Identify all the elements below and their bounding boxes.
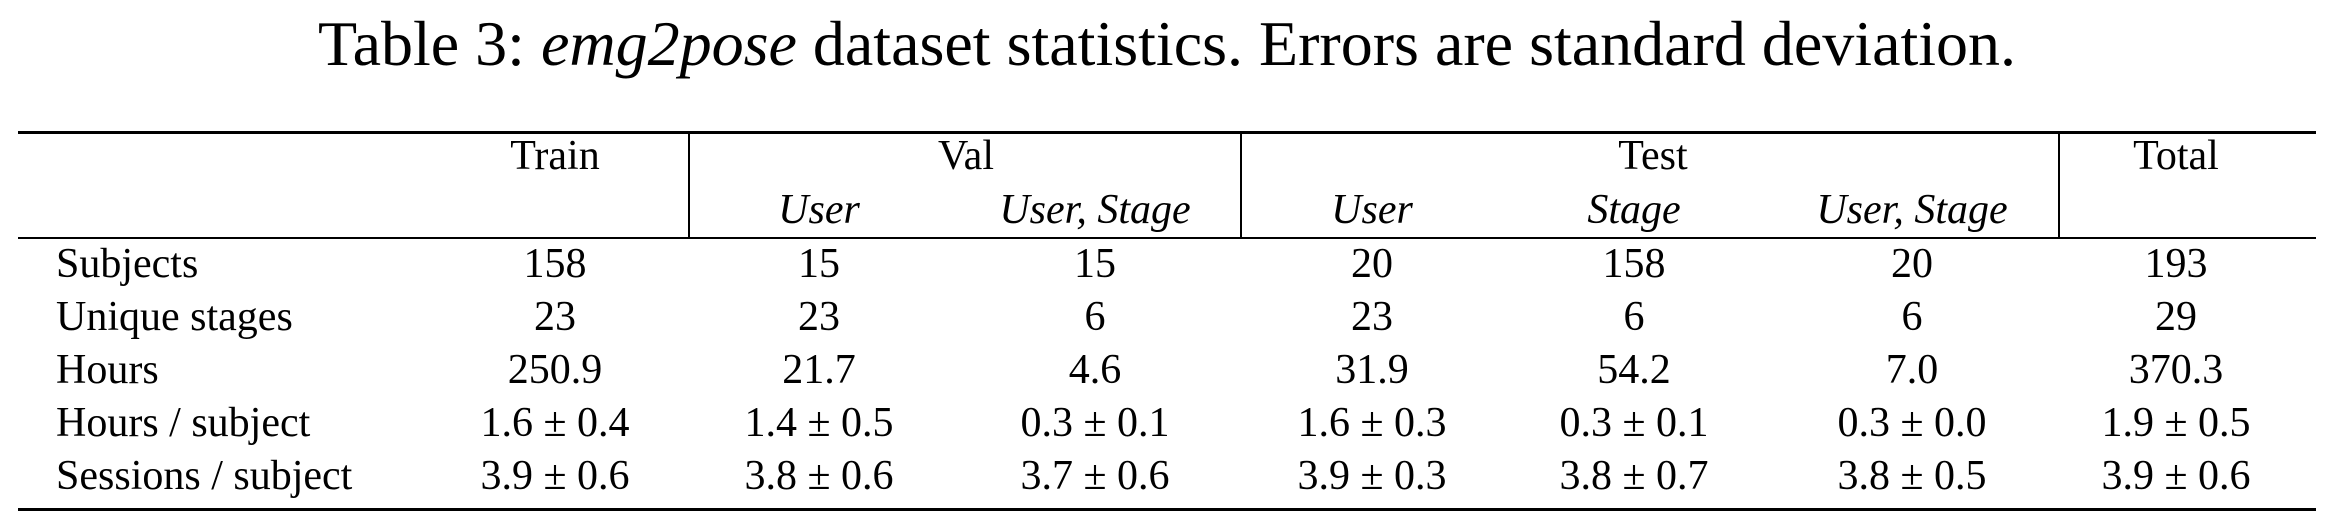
cell-hps-test-user: 1.6 ± 0.3 — [1297, 400, 1447, 446]
column-divider-train-val — [688, 131, 690, 238]
row-label-hours-per-subject: Hours / subject — [56, 400, 311, 446]
subheader-test-user-stage: User, Stage — [1816, 187, 2008, 233]
subheader-val-user-stage: User, Stage — [999, 187, 1191, 233]
header-train: Train — [510, 133, 600, 179]
cell-subjects-val-user: 15 — [798, 241, 840, 287]
header-val: Val — [938, 133, 994, 179]
cell-stages-test-stage: 6 — [1623, 294, 1645, 340]
cell-subjects-val-user-stage: 15 — [1074, 241, 1116, 287]
subheader-val-user: User — [778, 187, 860, 233]
cell-stages-val-user: 23 — [798, 294, 840, 340]
row-label-sessions-per-subject: Sessions / subject — [56, 453, 353, 499]
cell-stages-test-user-stage: 6 — [1901, 294, 1923, 340]
subheader-test-stage: Stage — [1587, 187, 1681, 233]
cell-subjects-test-user: 20 — [1351, 241, 1393, 287]
cell-hps-val-user-stage: 0.3 ± 0.1 — [1020, 400, 1170, 446]
cell-hours-test-user: 31.9 — [1335, 347, 1409, 393]
cell-hps-total: 1.9 ± 0.5 — [2101, 400, 2251, 446]
cell-sps-test-user: 3.9 ± 0.3 — [1297, 453, 1447, 499]
subheader-test-user: User — [1331, 187, 1413, 233]
cell-hours-test-stage: 54.2 — [1597, 347, 1671, 393]
table-caption: Table 3: emg2pose dataset statistics. Er… — [0, 8, 2334, 80]
cell-hours-total: 370.3 — [2128, 347, 2224, 393]
column-divider-test-total — [2058, 131, 2060, 238]
cell-hours-test-user-stage: 7.0 — [1885, 347, 1939, 393]
cell-hours-train: 250.9 — [507, 347, 603, 393]
cell-sps-val-user: 3.8 ± 0.6 — [744, 453, 894, 499]
cell-hps-val-user: 1.4 ± 0.5 — [744, 400, 894, 446]
cell-hps-test-user-stage: 0.3 ± 0.0 — [1837, 400, 1987, 446]
column-divider-val-test — [1240, 131, 1242, 238]
caption-dataset-name: emg2pose — [540, 8, 797, 79]
table-header-rule — [18, 237, 2316, 239]
cell-hps-test-stage: 0.3 ± 0.1 — [1559, 400, 1709, 446]
row-label-hours: Hours — [56, 347, 159, 393]
table-bottom-rule — [18, 508, 2316, 511]
header-test: Test — [1618, 133, 1688, 179]
cell-sps-test-user-stage: 3.8 ± 0.5 — [1837, 453, 1987, 499]
cell-sps-total: 3.9 ± 0.6 — [2101, 453, 2251, 499]
cell-subjects-test-stage: 158 — [1602, 241, 1666, 287]
cell-subjects-train: 158 — [523, 241, 587, 287]
cell-stages-test-user: 23 — [1351, 294, 1393, 340]
header-total: Total — [2133, 133, 2219, 179]
caption-prefix: Table 3: — [317, 8, 541, 79]
cell-stages-val-user-stage: 6 — [1084, 294, 1106, 340]
row-label-unique-stages: Unique stages — [56, 294, 293, 340]
cell-subjects-total: 193 — [2144, 241, 2208, 287]
cell-hours-val-user-stage: 4.6 — [1068, 347, 1122, 393]
cell-hours-val-user: 21.7 — [782, 347, 856, 393]
row-label-subjects: Subjects — [56, 241, 199, 287]
cell-sps-val-user-stage: 3.7 ± 0.6 — [1020, 453, 1170, 499]
cell-sps-train: 3.9 ± 0.6 — [480, 453, 630, 499]
cell-subjects-test-user-stage: 20 — [1891, 241, 1933, 287]
table-top-rule — [18, 131, 2316, 134]
cell-sps-test-stage: 3.8 ± 0.7 — [1559, 453, 1709, 499]
cell-hps-train: 1.6 ± 0.4 — [480, 400, 630, 446]
cell-stages-total: 29 — [2155, 294, 2197, 340]
cell-stages-train: 23 — [534, 294, 576, 340]
caption-rest: dataset statistics. Errors are standard … — [796, 8, 2017, 79]
